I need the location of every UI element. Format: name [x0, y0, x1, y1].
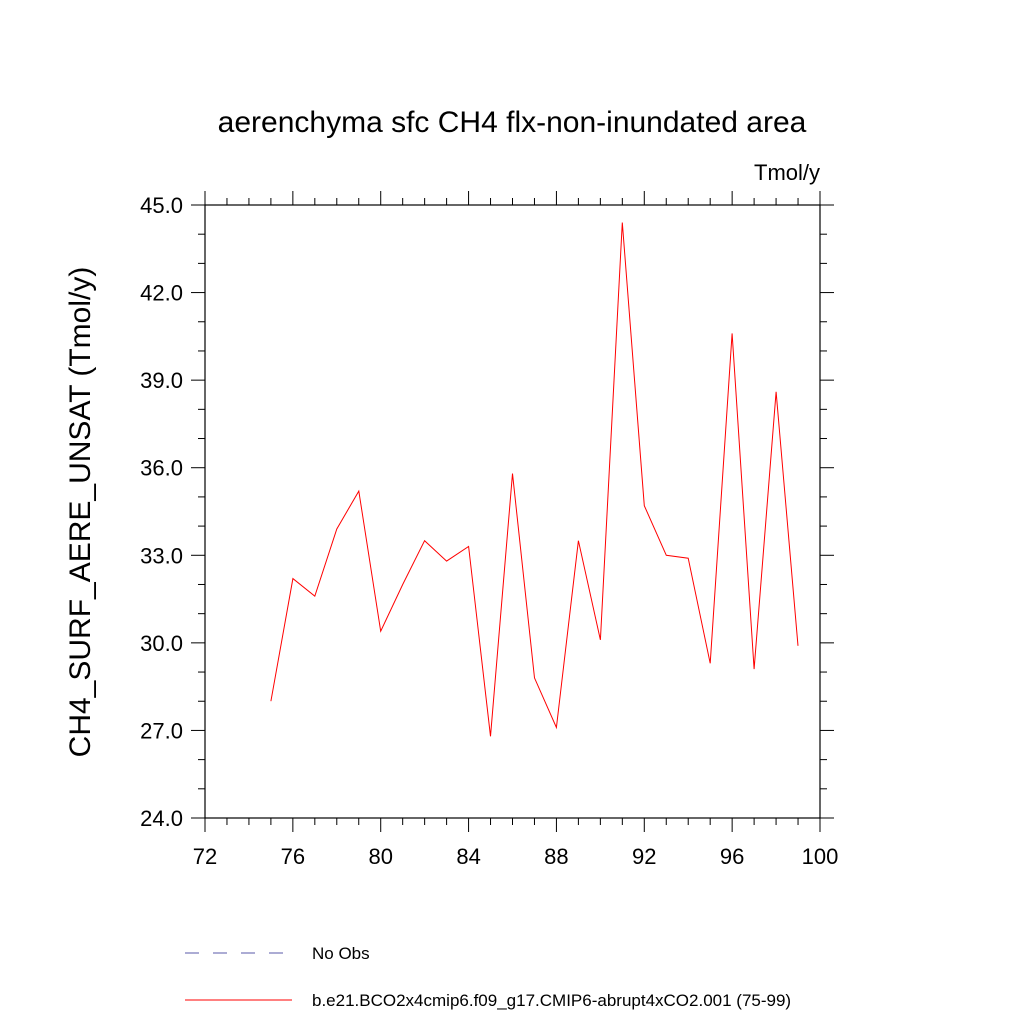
- y-tick-label: 45.0: [140, 193, 183, 218]
- x-tick-label: 84: [456, 844, 480, 869]
- y-tick-label: 39.0: [140, 368, 183, 393]
- y-tick-label: 33.0: [140, 543, 183, 568]
- plot-frame: [204, 204, 821, 819]
- x-tick-label: 96: [720, 844, 744, 869]
- series-line: [270, 222, 799, 737]
- x-tick-label: 100: [802, 844, 839, 869]
- x-tick-label: 92: [632, 844, 656, 869]
- y-tick-label: 42.0: [140, 281, 183, 306]
- x-tick-labels: 72 76 80 84 88 92 96 100: [193, 844, 839, 869]
- y-tick-labels: 24.0 27.0 30.0 33.0 36.0 39.0 42.0 45.0: [140, 193, 183, 831]
- chart-title: aerenchyma sfc CH4 flx-non-inundated are…: [218, 106, 807, 139]
- x-tick-label: 76: [281, 844, 305, 869]
- legend: No Obs b.e21.BCO2x4cmip6.f09_g17.CMIP6-ab…: [185, 944, 791, 1010]
- units-label: Tmol/y: [754, 160, 820, 185]
- y-axis-label: CH4_SURF_AERE_UNSAT (Tmol/y): [64, 267, 97, 758]
- minor-ticks: [198, 198, 827, 825]
- x-tick-label: 72: [193, 844, 217, 869]
- y-tick-label: 36.0: [140, 456, 183, 481]
- legend-label: No Obs: [312, 944, 370, 963]
- legend-label: b.e21.BCO2x4cmip6.f09_g17.CMIP6-abrupt4x…: [312, 991, 791, 1010]
- x-tick-label: 80: [368, 844, 392, 869]
- x-tick-label: 88: [544, 844, 568, 869]
- y-tick-label: 24.0: [140, 806, 183, 831]
- series-lines: [270, 222, 799, 737]
- y-tick-label: 27.0: [140, 718, 183, 743]
- y-tick-label: 30.0: [140, 631, 183, 656]
- major-ticks: [191, 191, 834, 832]
